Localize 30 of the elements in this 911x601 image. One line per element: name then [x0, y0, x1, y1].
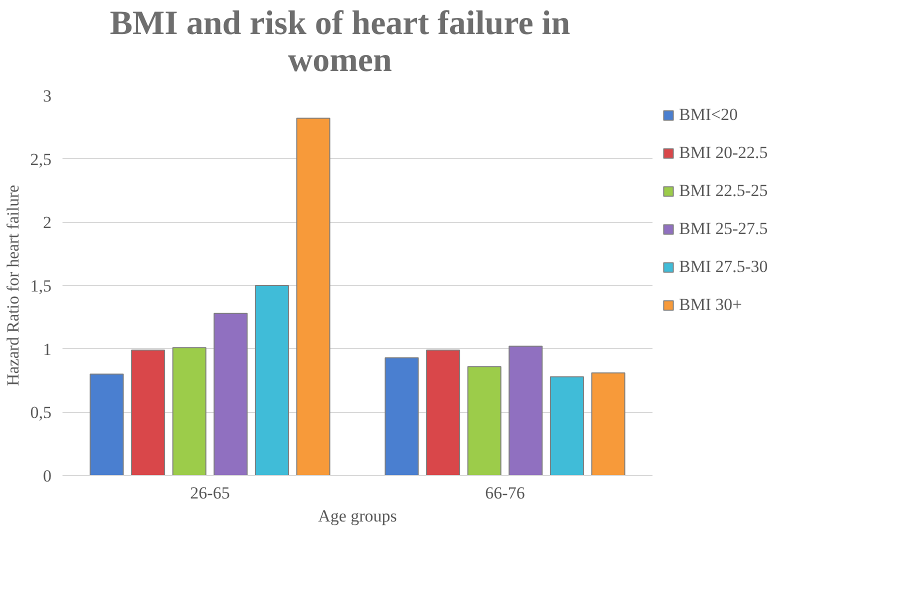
bar [214, 312, 248, 476]
bar [90, 373, 124, 476]
y-axis-title: Hazard Ratio for heart failure [3, 184, 22, 386]
legend-label: BMI 27.5-30 [679, 256, 768, 277]
bar [131, 349, 166, 476]
legend-label: BMI 30+ [679, 294, 742, 315]
chart-title: BMI and risk of heart failure in women [110, 5, 570, 80]
y-tick-label: 0 [43, 466, 52, 486]
legend-label: BMI<20 [679, 104, 738, 125]
bar [296, 118, 330, 476]
bar [467, 366, 502, 476]
bar [172, 346, 206, 476]
legend-label: BMI 25-27.5 [679, 218, 768, 239]
bar [384, 356, 419, 476]
y-tick-label: 1 [43, 340, 52, 359]
legend-label: BMI 22.5-25 [679, 180, 768, 201]
x-tick-label: 66-76 [485, 483, 525, 502]
legend-label: BMI 20-22.5 [679, 142, 768, 163]
y-tick-label: 2 [43, 212, 52, 232]
x-axis-title: Age groups [318, 506, 397, 526]
bar [254, 284, 289, 476]
bar [426, 349, 460, 476]
y-tick-label: 2,5 [30, 150, 52, 169]
bar [591, 372, 626, 476]
y-tick-label: 0,5 [30, 402, 52, 422]
x-tick-label: 26-65 [190, 483, 230, 502]
y-tick-label: 1,5 [30, 276, 52, 296]
y-tick-label: 3 [43, 86, 52, 106]
bar [508, 346, 543, 476]
bar [550, 376, 584, 476]
